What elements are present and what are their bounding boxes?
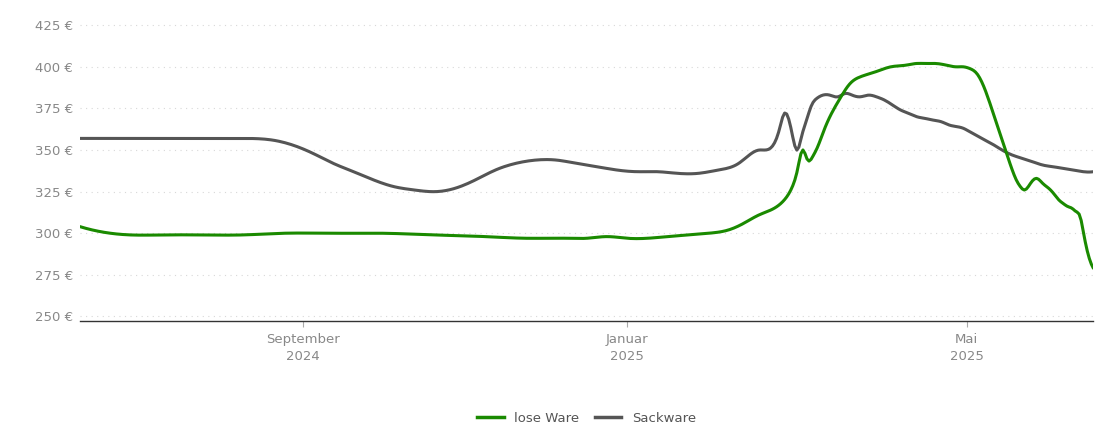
Legend: lose Ware, Sackware: lose Ware, Sackware — [472, 407, 702, 423]
